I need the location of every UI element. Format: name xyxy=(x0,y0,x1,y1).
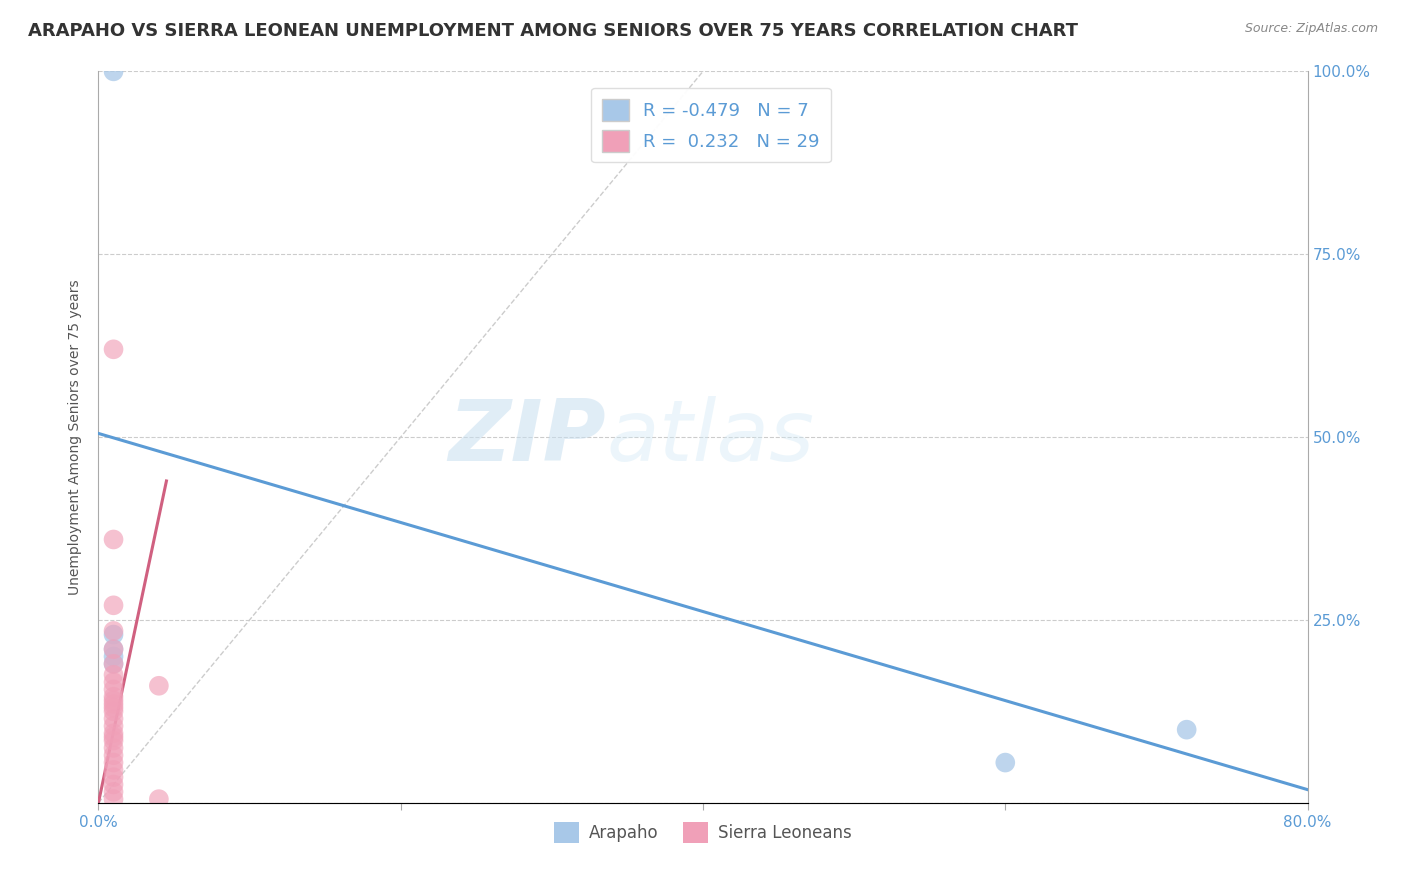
Point xyxy=(1175,723,1198,737)
Point xyxy=(148,679,170,693)
Point xyxy=(103,697,125,711)
Point xyxy=(103,599,125,613)
Point xyxy=(103,730,125,744)
Point xyxy=(103,785,125,799)
Point xyxy=(103,756,125,770)
Point xyxy=(103,733,125,747)
Text: ZIP: ZIP xyxy=(449,395,606,479)
Text: Source: ZipAtlas.com: Source: ZipAtlas.com xyxy=(1244,22,1378,36)
Point xyxy=(103,726,125,740)
Point xyxy=(103,740,125,755)
Point xyxy=(103,649,125,664)
Point xyxy=(103,675,125,690)
Point xyxy=(103,642,125,657)
Point xyxy=(103,657,125,671)
Point xyxy=(103,657,125,671)
Point xyxy=(103,667,125,681)
Text: atlas: atlas xyxy=(606,395,814,479)
Point xyxy=(103,792,125,806)
Point xyxy=(103,770,125,784)
Legend: Arapaho, Sierra Leoneans: Arapaho, Sierra Leoneans xyxy=(547,815,859,849)
Text: ARAPAHO VS SIERRA LEONEAN UNEMPLOYMENT AMONG SENIORS OVER 75 YEARS CORRELATION C: ARAPAHO VS SIERRA LEONEAN UNEMPLOYMENT A… xyxy=(28,22,1078,40)
Point xyxy=(103,533,125,547)
Point xyxy=(103,64,125,78)
Point xyxy=(103,690,125,704)
Point xyxy=(994,756,1017,770)
Point xyxy=(103,642,125,657)
Point xyxy=(103,700,125,714)
Point xyxy=(103,763,125,777)
Point xyxy=(103,778,125,792)
Point xyxy=(103,719,125,733)
Point xyxy=(148,792,170,806)
Point xyxy=(103,748,125,763)
Point xyxy=(103,705,125,719)
Point xyxy=(103,624,125,638)
Point xyxy=(103,693,125,707)
Point xyxy=(103,627,125,641)
Point xyxy=(103,682,125,697)
Point xyxy=(103,712,125,726)
Point xyxy=(103,343,125,357)
Y-axis label: Unemployment Among Seniors over 75 years: Unemployment Among Seniors over 75 years xyxy=(69,279,83,595)
